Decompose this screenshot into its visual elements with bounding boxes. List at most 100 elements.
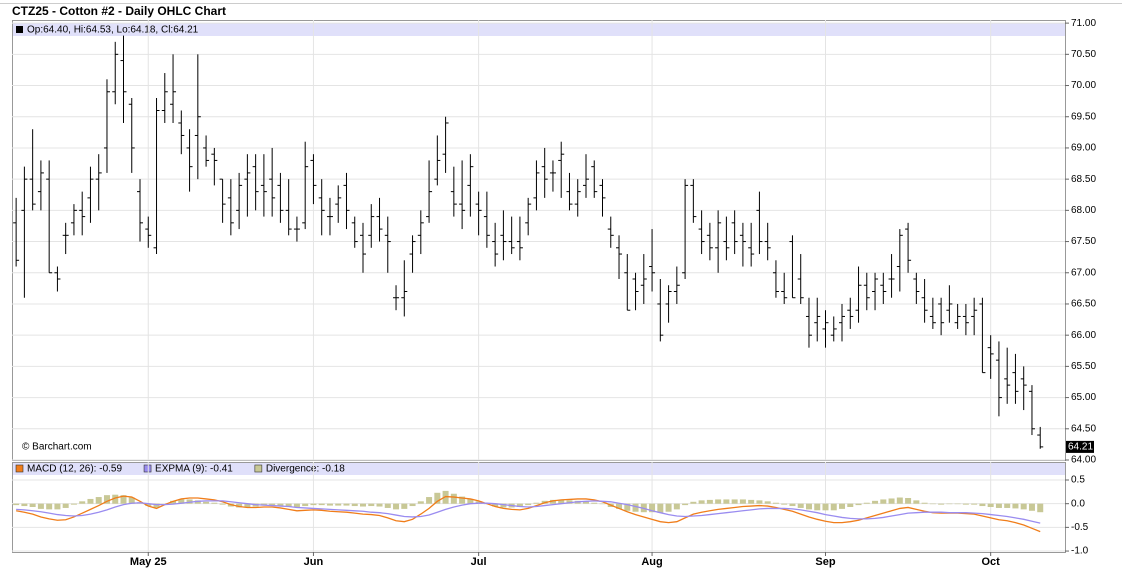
divergence-bar <box>277 503 284 506</box>
divergence-bar <box>302 503 309 507</box>
legend-label: EXPMA (9): -0.41 <box>155 464 233 475</box>
divergence-bar <box>120 495 127 504</box>
divergence-bar <box>516 503 523 507</box>
indicator-line <box>16 500 1041 524</box>
divergence-bar <box>219 503 226 505</box>
y-tick-label: -0.5 <box>1071 522 1089 533</box>
y-tick-label: 64.50 <box>1071 423 1096 434</box>
divergence-bar <box>896 497 903 504</box>
divergence-bar <box>698 500 705 504</box>
y-tick-label: 67.50 <box>1071 236 1096 247</box>
y-tick-label: 70.50 <box>1071 49 1096 60</box>
divergence-bar <box>962 503 969 505</box>
divergence-bar <box>351 503 358 507</box>
divergence-bar <box>855 503 862 506</box>
divergence-bar <box>269 503 276 506</box>
divergence-bar <box>624 503 631 511</box>
y-tick-label: 66.50 <box>1071 299 1096 310</box>
divergence-bar <box>673 503 680 510</box>
divergence-bar <box>376 503 383 507</box>
divergence-bar <box>285 503 292 507</box>
x-tick-label: Jun <box>304 556 324 568</box>
divergence-bar <box>46 503 53 510</box>
info-bar <box>13 23 1065 36</box>
legend-swatch <box>143 464 152 473</box>
divergence-bar <box>591 502 598 504</box>
divergence-bar <box>549 499 556 504</box>
divergence-bar <box>236 503 243 508</box>
last-price: 64.21 <box>1068 442 1093 453</box>
divergence-bar <box>62 503 69 508</box>
divergence-bar <box>343 503 350 506</box>
divergence-bar <box>1012 503 1019 509</box>
divergence-bar <box>409 503 416 507</box>
divergence-bar <box>13 503 20 506</box>
divergence-bar <box>525 503 532 506</box>
x-tick-label: Oct <box>981 556 1000 568</box>
divergence-bar <box>632 503 639 512</box>
divergence-bar <box>417 501 424 504</box>
divergence-bar <box>971 503 978 505</box>
divergence-bar <box>822 503 829 511</box>
divergence-bar <box>987 503 994 507</box>
divergence-bar <box>211 502 218 504</box>
divergence-bar <box>459 496 466 504</box>
y-tick-label: 66.00 <box>1071 330 1096 341</box>
y-tick-label: 68.00 <box>1071 205 1096 216</box>
divergence-bar <box>938 503 945 505</box>
y-tick-label: 0.5 <box>1071 475 1085 486</box>
y-tick-label: 70.00 <box>1071 80 1096 91</box>
divergence-bar <box>616 503 623 509</box>
divergence-bar <box>731 499 738 504</box>
y-tick-label: 67.00 <box>1071 267 1096 278</box>
divergence-bar <box>1004 503 1011 508</box>
divergence-bar <box>1028 503 1035 511</box>
divergence-bar <box>186 499 193 504</box>
divergence-bar <box>393 503 400 510</box>
divergence-bar <box>21 503 28 507</box>
y-tick-label: 68.50 <box>1071 174 1096 185</box>
divergence-bar <box>789 503 796 507</box>
legend-swatch <box>254 464 263 473</box>
divergence-bar <box>533 502 540 504</box>
divergence-bar <box>194 500 201 504</box>
divergence-bar <box>310 503 317 506</box>
divergence-bar <box>657 503 664 513</box>
divergence-bar <box>318 503 325 506</box>
indicator-line <box>16 495 1041 533</box>
divergence-bar <box>475 501 482 504</box>
y-tick-label: 64.00 <box>1071 455 1096 466</box>
divergence-bar <box>913 500 920 504</box>
divergence-bar <box>566 500 573 504</box>
divergence-bar <box>781 503 788 505</box>
divergence-bar <box>112 494 119 504</box>
divergence-bar <box>103 495 110 504</box>
price-panel <box>12 20 1066 461</box>
x-tick-label: May 25 <box>130 556 167 568</box>
divergence-bar <box>723 499 730 504</box>
legend-label: MACD (12, 26): -0.59 <box>27 464 122 475</box>
divergence-bar <box>582 501 589 504</box>
y-tick-label: 69.00 <box>1071 143 1096 154</box>
divergence-bar <box>79 501 86 504</box>
divergence-bar <box>872 500 879 504</box>
divergence-bar <box>153 503 160 508</box>
divergence-bar <box>293 503 300 507</box>
y-tick-label: 69.50 <box>1071 111 1096 122</box>
divergence-bar <box>814 503 821 511</box>
divergence-bar <box>715 499 722 504</box>
divergence-bar <box>87 498 94 504</box>
divergence-bar <box>29 503 36 507</box>
y-tick-label: 0.0 <box>1071 498 1085 509</box>
macd-panel <box>12 462 1066 553</box>
divergence-bar <box>830 503 837 511</box>
divergence-bar <box>921 502 928 504</box>
x-tick-label: Aug <box>641 556 662 568</box>
divergence-bar <box>764 501 771 504</box>
last-price-tag <box>1066 440 1094 453</box>
divergence-bar <box>37 503 44 509</box>
divergence-bar <box>805 503 812 510</box>
divergence-bar <box>145 503 152 507</box>
x-tick-label: Jul <box>471 556 487 568</box>
